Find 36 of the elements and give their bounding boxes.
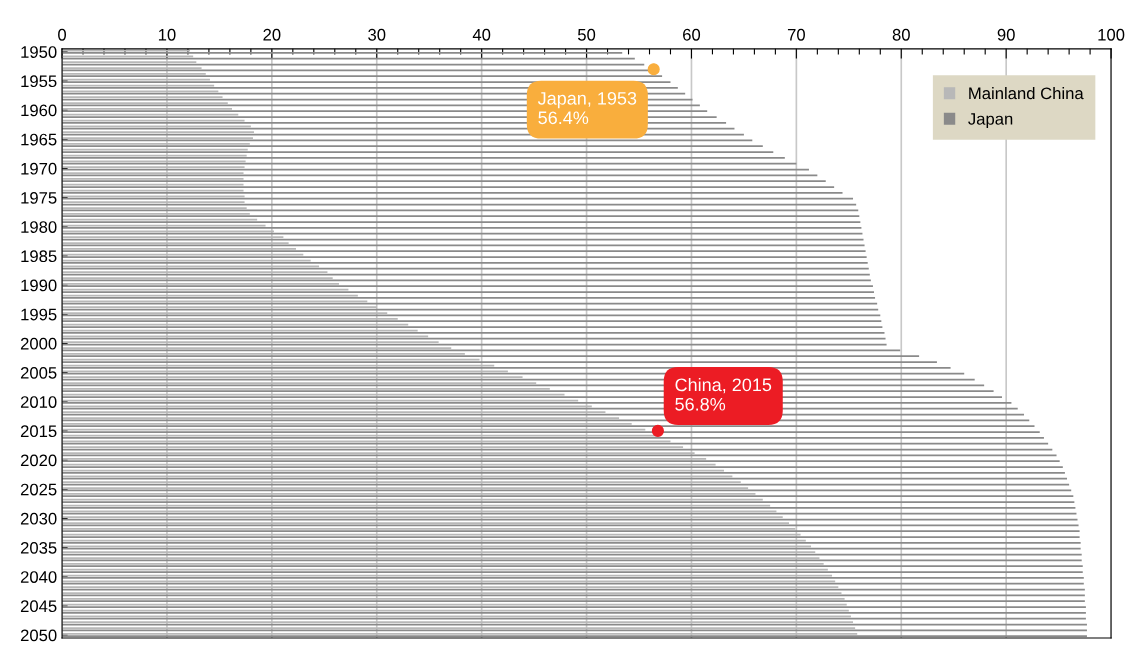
y-tick-label: 1990	[21, 279, 57, 292]
x-tick-label: 30	[368, 28, 386, 41]
y-tick-label: 2010	[20, 396, 57, 408]
y-tick-label: 2035	[20, 541, 57, 554]
y-tick-label: 2000	[20, 337, 57, 350]
x-tick-label: 50	[577, 28, 596, 41]
y-tick-label: 1950	[21, 46, 57, 58]
y-tick-label: 2050	[20, 629, 57, 642]
y-tick-label: 2015	[20, 425, 57, 438]
x-tick-label: 0	[58, 28, 67, 41]
x-tick-label: 80	[892, 28, 910, 41]
y-tick-label: 1955	[21, 75, 57, 88]
x-tick-label: 90	[997, 28, 1015, 41]
x-tick-label: 20	[263, 28, 281, 41]
y-tick-label: 2040	[20, 571, 57, 583]
y-tick-label: 2030	[20, 512, 57, 525]
y-tick-label: 1995	[21, 308, 57, 321]
y-tick-label: 1965	[21, 133, 57, 146]
legend-label: Japan	[968, 113, 1013, 129]
y-tick-label: 1960	[21, 104, 57, 117]
legend-label: Mainland China	[969, 87, 1084, 100]
y-tick-label: 2045	[20, 600, 57, 613]
y-tick-label: 2020	[20, 454, 57, 467]
annotation: China, 2015 56.8%	[675, 377, 772, 411]
y-tick-label: 1980	[21, 221, 57, 233]
x-tick-label: 70	[787, 28, 805, 41]
y-tick-label: 2025	[20, 483, 57, 496]
y-tick-label: 2005	[20, 366, 57, 379]
x-tick-label: 100	[1098, 28, 1125, 41]
x-tick-label: 60	[683, 28, 701, 41]
annotation: Japan, 1953 56.4%	[537, 91, 637, 125]
y-tick-label: 1970	[21, 162, 57, 175]
y-tick-label: 1975	[21, 191, 57, 204]
y-tick-label: 1985	[21, 250, 57, 263]
x-tick-label: 10	[158, 28, 176, 41]
x-tick-label: 40	[472, 28, 491, 41]
